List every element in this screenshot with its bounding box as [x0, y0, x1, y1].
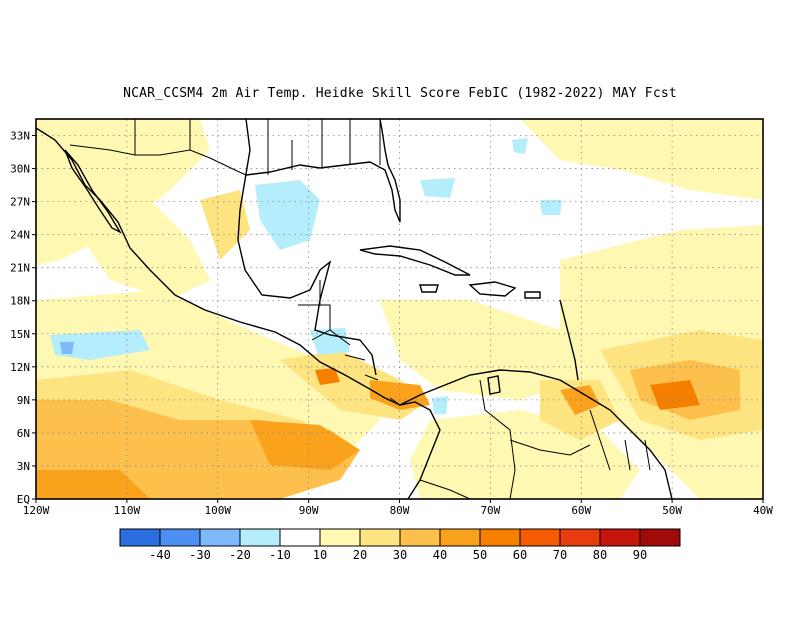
lon-tick-label: 110W	[114, 504, 141, 517]
colorbar-swatch	[519, 528, 561, 547]
colorbar-label: 10	[313, 548, 327, 562]
colorbar-label: -10	[269, 548, 291, 562]
colorbar-swatch	[599, 528, 641, 547]
colorbar-label: 40	[433, 548, 447, 562]
lat-tick-label: 21N	[10, 262, 30, 275]
shade-atlantic-north	[520, 119, 763, 200]
cuba	[359, 245, 471, 276]
shade-mexico	[60, 130, 210, 300]
colorbar-label: 50	[473, 548, 487, 562]
jamaica	[419, 284, 439, 293]
colorbar-label: 20	[353, 548, 367, 562]
colorbar-swatch	[119, 528, 161, 547]
colorbar-label: -40	[149, 548, 171, 562]
borders	[69, 119, 651, 499]
colorbar-swatch	[399, 528, 441, 547]
colorbar-swatch	[359, 528, 401, 547]
lake-maracaibo	[487, 375, 501, 395]
map-title: NCAR_CCSM4 2m Air Temp. Heidke Skill Sco…	[123, 86, 677, 101]
colorbar-swatch	[439, 528, 481, 547]
us-state-lines	[134, 119, 381, 175]
guyana-borders	[589, 409, 651, 471]
shade-caribbean	[380, 300, 580, 400]
shade-colombia-blue	[432, 396, 448, 414]
lesser-antilles	[559, 299, 579, 381]
colorbar-swatch	[239, 528, 281, 547]
longitude-axis: 120W 110W 100W 90W 80W 70W 60W 50W 40W	[23, 499, 773, 517]
shade-gulf-blue	[255, 180, 320, 250]
shade-bahamas-blue	[420, 178, 455, 198]
shade-pac-blue	[50, 330, 150, 360]
shade-pac-deep	[250, 420, 360, 470]
hispaniola	[468, 281, 517, 297]
central-america-borders	[329, 329, 401, 406]
lat-tick-label: 30N	[10, 163, 30, 176]
shade-atl-blue	[540, 200, 562, 215]
colorbar-swatch	[319, 528, 361, 547]
south-america-north-coast	[399, 369, 673, 499]
shade-pac-deep-west	[36, 470, 150, 499]
lon-tick-label: 120W	[23, 504, 50, 517]
lon-tick-label: 70W	[480, 504, 500, 517]
lat-tick-label: 12N	[10, 361, 30, 374]
lon-tick-label: 60W	[571, 504, 591, 517]
colorbar-swatch	[279, 528, 321, 547]
shade-atl-red	[650, 380, 700, 410]
lat-tick-label: 33N	[10, 130, 30, 143]
latitude-axis: EQ 3N 6N 9N 12N 15N 18N 21N 24N 27N 30N 33N	[10, 130, 36, 506]
lat-tick-label: 18N	[10, 295, 30, 308]
coastlines	[36, 119, 673, 499]
skill-shading	[36, 119, 763, 499]
lat-tick-label: 15N	[10, 328, 30, 341]
colorbar-swatch	[479, 528, 521, 547]
lat-tick-label: 9N	[17, 394, 30, 407]
shade-guatemala-red	[315, 368, 340, 385]
colorbar-label: 90	[633, 548, 647, 562]
baja-california	[64, 149, 122, 234]
guatemala-border	[298, 304, 331, 341]
lat-tick-label: 6N	[17, 427, 30, 440]
peru-ecuador-border	[419, 479, 471, 499]
venezuela-brazil-border	[509, 439, 591, 456]
colorbar-label: -30	[189, 548, 211, 562]
colorbar-swatch	[639, 528, 681, 547]
lat-tick-label: 27N	[10, 196, 30, 209]
shade-honduras-blue	[310, 328, 350, 355]
colorbar-label: 80	[593, 548, 607, 562]
lon-tick-label: 80W	[390, 504, 410, 517]
colombia-venezuela-border	[479, 379, 516, 499]
lon-tick-label: 100W	[205, 504, 232, 517]
lat-tick-label: 24N	[10, 229, 30, 242]
shade-florida-blue	[512, 138, 528, 154]
lat-tick-label: 3N	[17, 460, 30, 473]
puerto-rico	[524, 291, 541, 299]
colorbar-label: 30	[393, 548, 407, 562]
lon-tick-label: 90W	[299, 504, 319, 517]
gulf-of-mexico-coast	[237, 119, 377, 376]
colorbar-label: 60	[513, 548, 527, 562]
lon-tick-label: 40W	[753, 504, 773, 517]
us-mexico-border	[69, 144, 247, 176]
colorbar: -40 -30 -20 -10 10 20 30 40 50 60 70 80 90	[119, 528, 681, 562]
shade-pac-dark-blue	[60, 342, 74, 354]
colorbar-label: -20	[229, 548, 251, 562]
shade-gulf-west	[200, 190, 250, 260]
colorbar-swatch	[559, 528, 601, 547]
colorbar-swatch	[199, 528, 241, 547]
colorbar-swatch	[159, 528, 201, 547]
shade-caribbean-east	[560, 385, 600, 415]
lon-tick-label: 50W	[662, 504, 682, 517]
us-gulf-coast	[245, 119, 401, 223]
colorbar-label: 70	[553, 548, 567, 562]
lat-tick-label: EQ	[17, 493, 30, 506]
